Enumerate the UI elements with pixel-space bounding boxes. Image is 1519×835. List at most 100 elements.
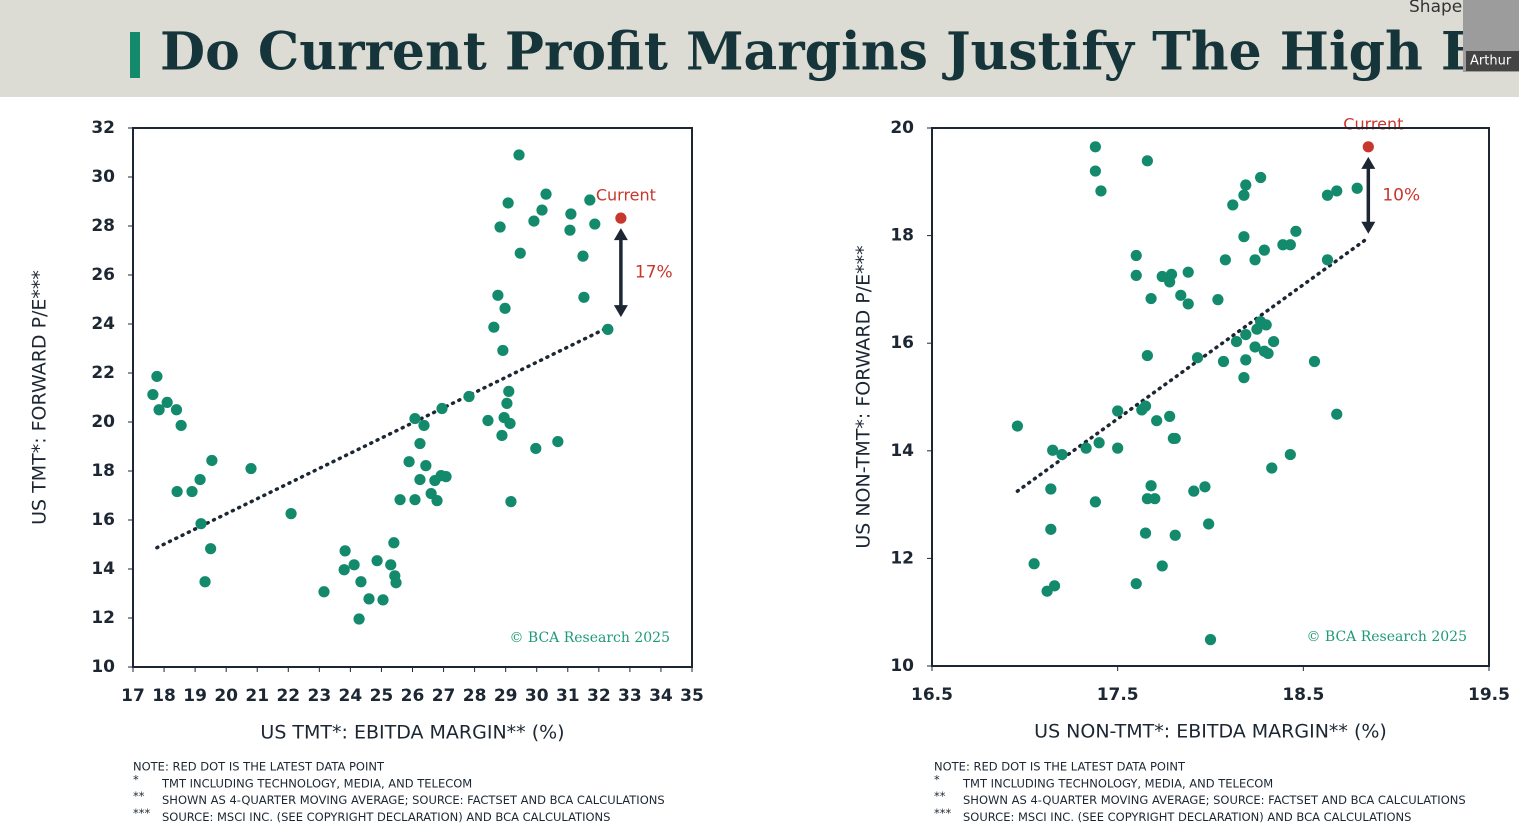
thumbnail-label-bg [1466,51,1519,71]
scatter-point [503,385,515,397]
scatter-point [394,494,406,506]
scatter-point [1251,323,1263,335]
x-tick-label: 22 [276,686,300,706]
scatter-point [1141,349,1153,362]
scatter-point [409,412,421,425]
scatter-point [1095,185,1107,197]
scatter-point [338,564,350,576]
scatter-point [1164,276,1176,288]
scatter-point [1080,442,1092,454]
gap-arrowhead [613,305,628,318]
scatter-point [1182,298,1194,310]
scatter-point [431,495,443,507]
scatter-point [488,321,500,333]
scatter-point [1145,480,1157,492]
x-tick-label: 25 [370,686,394,706]
scatter-point [1268,335,1280,348]
scatter-point [499,302,511,314]
scatter-point [1047,444,1059,456]
scatter-point [199,576,211,588]
scatter-point [496,429,508,442]
scatter-point [1011,420,1024,432]
scatter-point [578,291,590,303]
scatter-point [418,419,430,432]
scatter-point [1169,432,1181,445]
scatter-point [385,559,397,571]
scatter-point [414,437,426,450]
scatter-point [1130,249,1142,262]
scatter-point [482,414,494,427]
x-tick-label: 20 [214,686,238,706]
scatter-point [440,471,452,483]
chart: 10 12 14 16 18 20 22 24 26 28 30 32 17 18 19 20 21 22 23 24… [29,118,704,824]
scatter-point [153,404,165,416]
scatter-point [463,390,475,403]
scatter-point [403,456,415,468]
scatter-point [1249,254,1261,266]
scatter-point [1164,410,1176,422]
scatter-point [1175,289,1187,301]
y-tick-label: 14 [890,441,914,461]
y-tick-label: 26 [91,265,115,285]
scatter-point [371,555,383,567]
y-tick-label: 12 [91,608,115,628]
scatter-point [577,250,589,262]
note: NOTE: RED DOT IS THE LATEST DATA POINT [133,760,385,774]
scatter-point [1284,239,1296,251]
scatter-point [497,344,509,357]
scatter-point [205,543,217,555]
scatter-point [1141,155,1153,167]
scatter-point [1290,225,1302,237]
scatter-point [175,419,187,432]
gap-label: 17% [635,263,673,283]
scatter-point [245,462,257,475]
note-marker: *** [934,806,952,820]
note: SHOWN AS 4-QUARTER MOVING AVERAGE; SOURC… [963,793,1466,807]
scatter-point [513,149,525,161]
scatter-point [1204,634,1217,646]
scatter-point [564,224,576,236]
current-label: Current [1343,114,1403,133]
x-axis-label: US TMT*: EBITDA MARGIN** (%) [260,722,564,744]
scatter-point [414,473,426,486]
x-tick-label: 17 [121,686,145,706]
scatter-point [151,370,163,383]
scatter-point [552,436,564,448]
scatter-point [501,397,513,409]
gap-label: 10% [1382,185,1420,205]
scatter-point [1149,493,1161,505]
scatter-point [1308,355,1321,368]
scatter-point [1240,179,1252,191]
x-tick-label: 30 [525,686,549,706]
current-point [615,212,627,224]
scatter-point [1145,292,1157,305]
scatter-point [584,194,596,206]
scatter-point [492,289,504,301]
x-tick-label: 27 [432,686,456,706]
scatter-point [1199,481,1211,493]
scatter-point [436,402,448,415]
scatter-point [540,188,552,200]
scatter-point [285,508,297,520]
slide-title: Do Current Profit Margins Justify The Hi… [160,22,1519,83]
scatter-point [1240,354,1252,366]
scatter-point [171,485,183,498]
note-marker: ** [133,789,145,803]
y-tick-label: 12 [890,548,914,568]
y-tick-label: 18 [890,226,914,246]
x-tick-label: 24 [339,686,363,706]
scatter-point [1156,560,1168,572]
chart: 10 12 14 16 18 20 16.5 17.5 18.5 19.5 US NON-TMT*:… [853,114,1510,824]
scatter-point [1048,580,1061,592]
scatter-point [195,518,207,530]
scatter-point [1203,518,1215,530]
note: SOURCE: MSCI INC. (SEE COPYRIGHT DECLARA… [963,810,1411,824]
y-tick-label: 28 [91,216,115,236]
scatter-point [1045,523,1057,535]
scatter-point [504,417,516,430]
scatter-point [1238,231,1250,243]
y-tick-label: 20 [91,412,115,432]
plot-frame [931,127,1490,667]
y-tick-label: 18 [91,461,115,481]
